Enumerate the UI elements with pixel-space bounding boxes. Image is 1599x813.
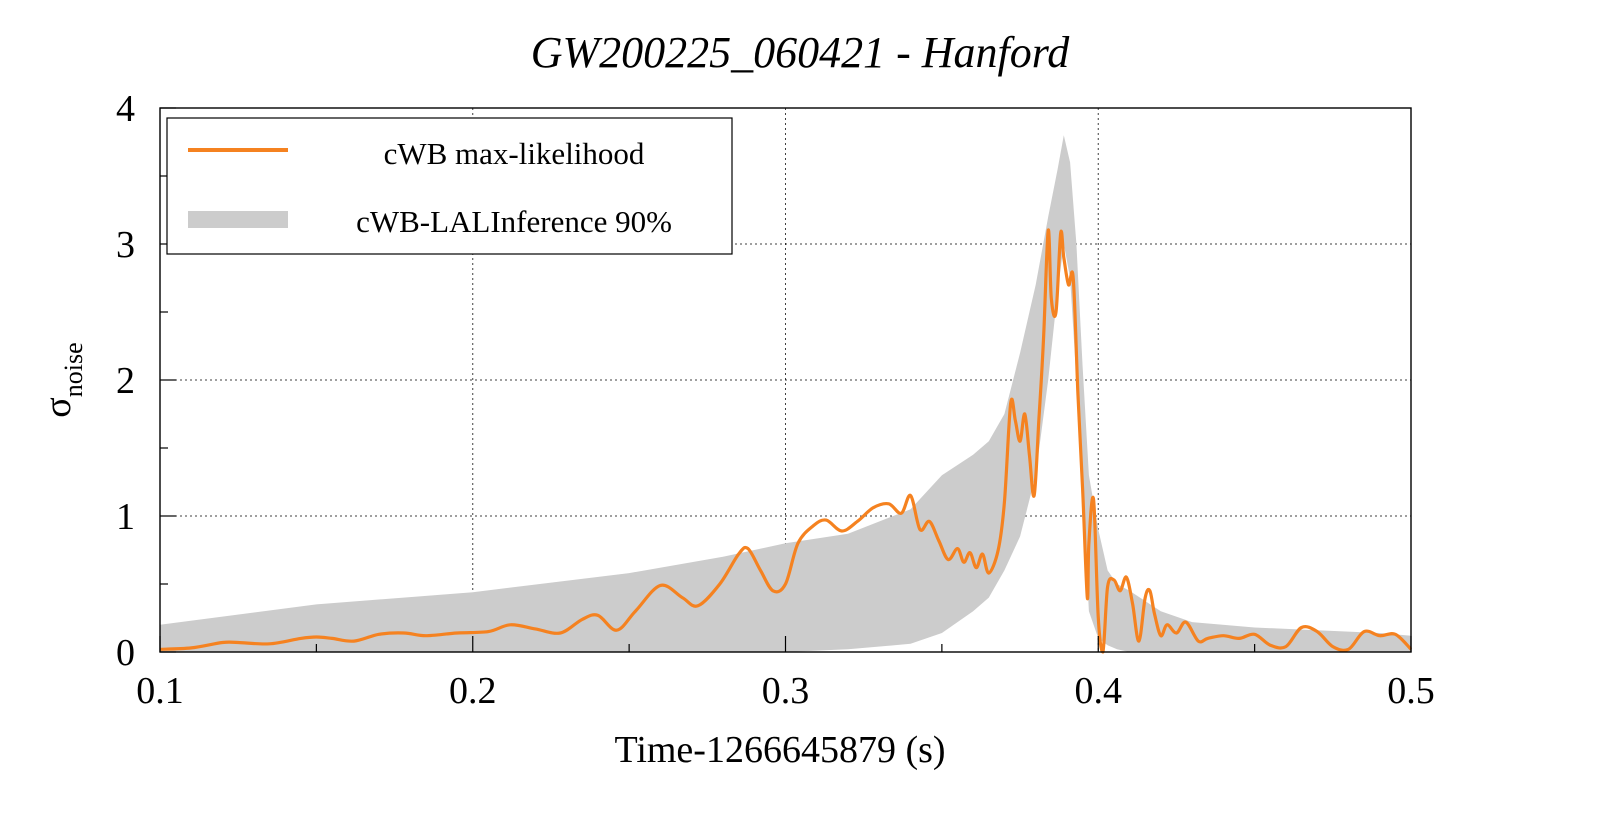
axis-ticks: 0.1 0.2 0.3 0.4 0.5 0 1 2 3 4: [116, 88, 1435, 712]
x-tick-label: 0.1: [136, 670, 184, 712]
confidence-band-layer: [160, 135, 1411, 652]
y-tick-label: 4: [116, 88, 135, 130]
legend-box: [166, 117, 733, 255]
y-axis-label-base: σ: [37, 397, 79, 417]
legend-band-swatch: [188, 211, 288, 228]
chart-title: GW200225_060421 - Hanford: [531, 28, 1071, 77]
x-tick-label: 0.3: [762, 670, 810, 712]
y-tick-label: 1: [116, 496, 135, 538]
x-axis-label: Time-1266645879 (s): [614, 729, 945, 771]
legend-label-90-percent: cWB-LALInference 90%: [356, 204, 672, 239]
x-tick-label: 0.2: [449, 670, 497, 712]
x-tick-label: 0.4: [1075, 670, 1123, 712]
y-axis-label: σnoise: [37, 342, 88, 417]
y-tick-label: 0: [116, 632, 135, 674]
max-likelihood-line: [159, 228, 1413, 654]
y-tick-label: 2: [116, 360, 135, 402]
confidence-band-90: [160, 135, 1411, 652]
max-likelihood-line-layer: [159, 228, 1413, 654]
y-tick-label: 3: [116, 224, 135, 266]
x-tick-label: 0.5: [1387, 670, 1435, 712]
legend-label-max-likelihood: cWB max-likelihood: [384, 136, 645, 171]
legend: cWB max-likelihood cWB-LALInference 90%: [166, 117, 733, 255]
y-axis-label-subscript: noise: [59, 342, 88, 397]
